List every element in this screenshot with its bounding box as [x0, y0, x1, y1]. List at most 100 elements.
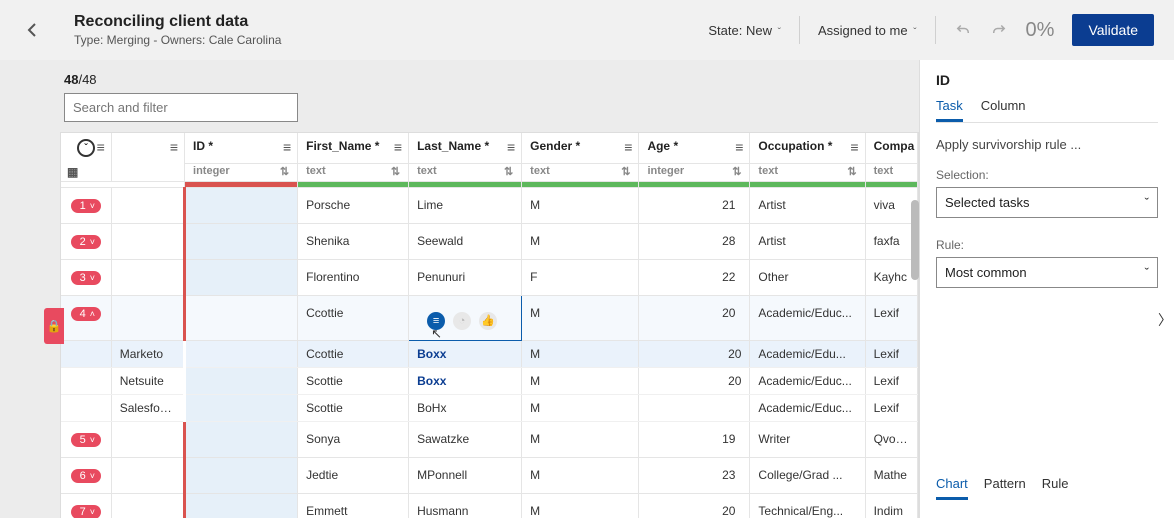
firstname-cell[interactable]: Ccottie [298, 295, 409, 340]
occupation-header[interactable]: Occupation *≡ [750, 133, 865, 163]
table-row[interactable]: 4 ˄ Ccottie Use most common ≡ ◔ 👍 ↖ M 20… [61, 295, 918, 340]
firstname-cell[interactable]: Emmett [298, 493, 409, 518]
tab-task[interactable]: Task [936, 98, 963, 122]
company-cell[interactable]: Lexif [865, 367, 917, 394]
company-cell[interactable]: faxfa [865, 223, 917, 259]
gender-cell[interactable]: M [522, 295, 639, 340]
back-arrow-icon[interactable] [20, 18, 44, 42]
sort-icon[interactable]: ⇅ [280, 165, 289, 178]
company-cell[interactable]: viva [865, 187, 917, 223]
column-menu-icon[interactable]: ≡ [170, 139, 178, 155]
row-pill[interactable]: 7 ˅ [71, 505, 101, 518]
sort-icon[interactable]: ⇅ [621, 165, 630, 178]
occupation-cell[interactable]: Academic/Educ... [750, 295, 865, 340]
lastname-header[interactable]: Last_Name *≡ [409, 133, 522, 163]
table-row[interactable]: 5 ˅ SonyaSawatzkeM 19 Writer Qvome [61, 421, 918, 457]
company-cell[interactable]: Indim [865, 493, 917, 518]
occupation-cell[interactable]: Technical/Eng... [750, 493, 865, 518]
firstname-cell[interactable]: Ccottie [298, 340, 409, 367]
row-pill[interactable]: 2 ˅ [71, 235, 101, 249]
row-pill[interactable]: 6 ˅ [71, 469, 101, 483]
gender-cell[interactable]: M [522, 394, 639, 421]
sort-icon[interactable]: ⇅ [504, 165, 513, 178]
firstname-cell[interactable]: Scottie [298, 394, 409, 421]
id-cell[interactable] [185, 223, 298, 259]
expand-all-icon[interactable]: ˇ [77, 139, 95, 157]
occupation-cell[interactable]: Other [750, 259, 865, 295]
search-input[interactable] [64, 93, 298, 122]
gender-header[interactable]: Gender *≡ [522, 133, 639, 163]
id-header[interactable]: ID *≡ [185, 133, 298, 163]
company-cell[interactable]: Lexif [865, 295, 917, 340]
validate-button[interactable]: Validate [1072, 14, 1154, 46]
table-row[interactable]: 6 ˅ JedtieMPonnellM 23 College/Grad ... … [61, 457, 918, 493]
occupation-cell[interactable]: Artist [750, 223, 865, 259]
gender-cell[interactable]: M [522, 421, 639, 457]
sort-icon[interactable]: ⇅ [847, 165, 856, 178]
age-cell[interactable] [639, 394, 750, 421]
occupation-cell[interactable]: Academic/Educ... [750, 367, 865, 394]
age-cell[interactable]: 20 [639, 295, 750, 340]
row-pill[interactable]: 4 ˄ [71, 307, 101, 321]
lastname-cell[interactable]: Boxx [409, 340, 522, 367]
column-menu-icon[interactable]: ≡ [283, 139, 291, 155]
assigned-dropdown[interactable]: Assigned to me ˇ [818, 23, 917, 38]
most-trusted-icon[interactable]: 👍 [479, 312, 497, 330]
redo-icon[interactable] [990, 21, 1008, 39]
table-row[interactable]: 1 ˅ PorscheLimeM 21 Artist viva [61, 187, 918, 223]
occupation-cell[interactable]: Writer [750, 421, 865, 457]
age-cell[interactable]: 23 [639, 457, 750, 493]
table-subrow[interactable]: Netsuite Scottie Boxx M 20 Academic/Educ… [61, 367, 918, 394]
firstname-header[interactable]: First_Name *≡ [298, 133, 409, 163]
tab-rule[interactable]: Rule [1042, 476, 1069, 500]
tab-chart[interactable]: Chart [936, 476, 968, 500]
tab-pattern[interactable]: Pattern [984, 476, 1026, 500]
company-cell[interactable]: Qvome [865, 421, 917, 457]
age-cell[interactable]: 19 [639, 421, 750, 457]
occupation-cell[interactable]: Academic/Educ... [750, 394, 865, 421]
row-pill[interactable]: 5 ˅ [71, 433, 101, 447]
sort-icon[interactable]: ⇅ [732, 165, 741, 178]
state-dropdown[interactable]: State: New ˇ [708, 23, 781, 38]
most-recent-icon[interactable]: ◔ [453, 312, 471, 330]
column-menu-icon[interactable]: ≡ [850, 139, 858, 155]
company-header[interactable]: Compa [865, 133, 917, 163]
scrollbar[interactable] [911, 200, 919, 280]
gender-cell[interactable]: M [522, 223, 639, 259]
column-menu-icon[interactable]: ≡ [97, 139, 105, 155]
table-subrow[interactable]: Salesforce Scottie BoHx M Academic/Educ.… [61, 394, 918, 421]
id-cell[interactable] [185, 187, 298, 223]
selection-dropdown[interactable]: Selected tasks ˇ [936, 187, 1158, 218]
age-cell[interactable]: 22 [639, 259, 750, 295]
occupation-cell[interactable]: College/Grad ... [750, 457, 865, 493]
lastname-cell[interactable]: Lime [409, 187, 522, 223]
column-menu-icon[interactable]: ≡ [735, 139, 743, 155]
firstname-cell[interactable]: Scottie [298, 367, 409, 394]
lock-icon[interactable]: 🔒 [44, 308, 64, 344]
column-menu-icon[interactable]: ≡ [624, 139, 632, 155]
occupation-cell[interactable]: Academic/Edu... [750, 340, 865, 367]
id-cell[interactable] [185, 295, 298, 340]
gender-cell[interactable]: M [522, 493, 639, 518]
table-view-icon[interactable]: ▦ [67, 165, 78, 179]
age-cell[interactable]: 20 [639, 493, 750, 518]
firstname-cell[interactable]: Jedtie [298, 457, 409, 493]
company-cell[interactable]: Lexif [865, 340, 917, 367]
table-row[interactable]: 2 ˅ ShenikaSeewaldM 28 Artist faxfa [61, 223, 918, 259]
sort-icon[interactable]: ⇅ [391, 165, 400, 178]
column-menu-icon[interactable]: ≡ [394, 139, 402, 155]
lastname-cell[interactable]: Penunuri [409, 259, 522, 295]
company-cell[interactable]: Lexif [865, 394, 917, 421]
firstname-cell[interactable]: Porsche [298, 187, 409, 223]
id-cell[interactable] [185, 421, 298, 457]
lastname-cell[interactable]: MPonnell [409, 457, 522, 493]
row-pill[interactable]: 1 ˅ [71, 199, 101, 213]
rule-dropdown[interactable]: Most common ˇ [936, 257, 1158, 288]
age-cell[interactable]: 20 [639, 367, 750, 394]
occupation-cell[interactable]: Artist [750, 187, 865, 223]
age-cell[interactable]: 21 [639, 187, 750, 223]
age-cell[interactable]: 20 [639, 340, 750, 367]
column-menu-icon[interactable]: ≡ [507, 139, 515, 155]
lastname-cell[interactable]: BoHx [409, 394, 522, 421]
firstname-cell[interactable]: Shenika [298, 223, 409, 259]
